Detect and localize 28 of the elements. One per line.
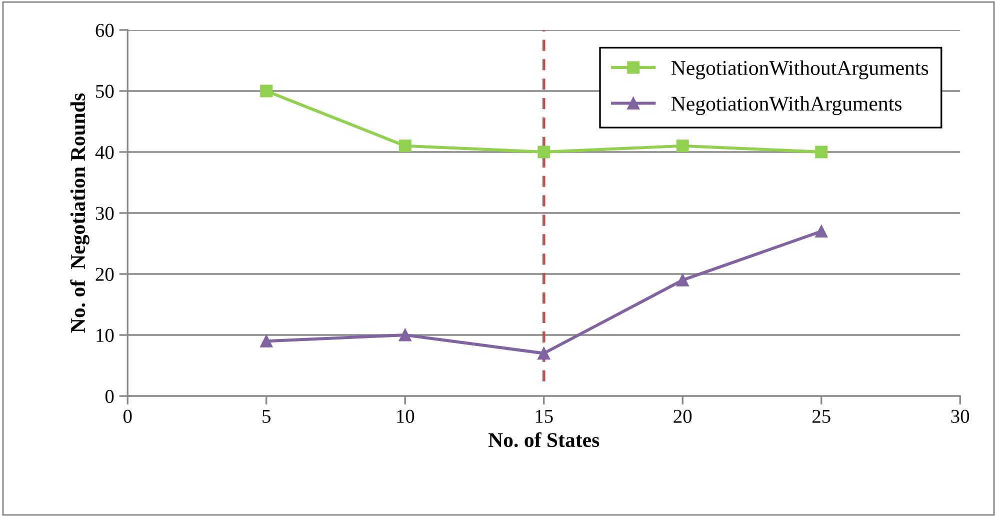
point (676, 140, 689, 152)
point (538, 347, 550, 360)
y-tick-label: 10 (96, 328, 114, 342)
y-tick-label: 30 (96, 206, 114, 220)
point (398, 328, 412, 342)
y-tick-label: 20 (96, 268, 114, 281)
x-axis-title: No. of States (488, 432, 600, 448)
y-tick-label: 40 (95, 146, 114, 159)
point (815, 146, 828, 158)
point (676, 274, 689, 286)
x-tick-label: 5 (262, 410, 270, 423)
point (398, 140, 412, 152)
point (260, 84, 273, 98)
x-tick-label: 10 (397, 410, 414, 423)
y-tick-label: 0 (105, 390, 114, 403)
x-tick-label: 30 (951, 410, 970, 423)
y-axis-title: No. of Negotiation Rounds (70, 93, 90, 333)
x-tick-label: 20 (674, 410, 692, 423)
x-tick-label: 15 (536, 410, 553, 423)
point (538, 146, 550, 158)
x-tick-label: 25 (812, 410, 830, 423)
point (260, 334, 273, 348)
legend-label: NegotiationWithoutArguments (671, 60, 928, 80)
legend-label: NegotiationWithArguments (671, 96, 902, 116)
y-tick-label: 50 (96, 84, 114, 98)
x-tick-label: 0 (123, 410, 132, 423)
y-tick-label: 60 (96, 24, 114, 37)
point (815, 225, 828, 238)
